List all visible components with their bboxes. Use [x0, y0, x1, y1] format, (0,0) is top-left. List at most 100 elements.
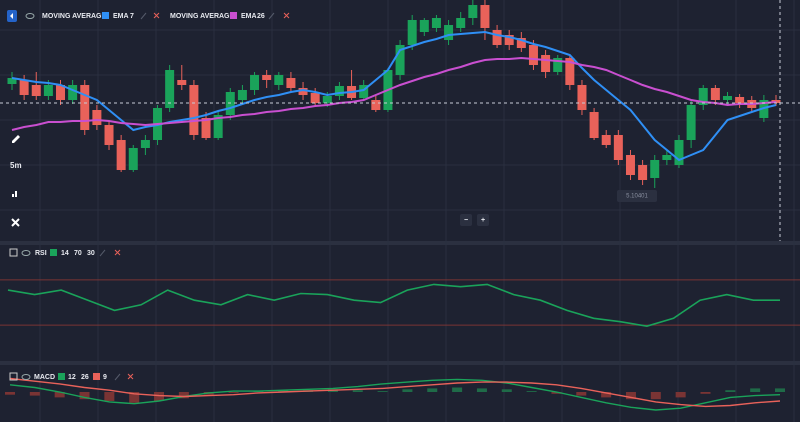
remove-icon[interactable]: [283, 12, 290, 19]
edit-icon[interactable]: [114, 373, 121, 381]
candle-body: [177, 80, 187, 85]
candle-body: [662, 155, 672, 160]
zoom-out-label: −: [464, 217, 468, 224]
macd-histogram-bar: [725, 390, 736, 392]
edit-icon[interactable]: [140, 12, 147, 20]
ema-line: [11, 56, 777, 131]
indicator-period: 7: [130, 13, 134, 20]
candle-body: [456, 18, 466, 28]
eye-icon[interactable]: [25, 13, 35, 19]
tools-button[interactable]: [11, 218, 20, 227]
candle-body: [492, 30, 502, 45]
collapse-button[interactable]: [9, 248, 18, 257]
candle-body: [710, 88, 720, 100]
zoom-out[interactable]: [460, 214, 472, 226]
candle-body: [286, 78, 296, 88]
candle-body: [80, 85, 90, 130]
indicator-period: 26: [257, 13, 265, 20]
remove-icon[interactable]: [127, 373, 134, 380]
candle-body: [322, 96, 332, 103]
zoom-in[interactable]: [477, 214, 489, 226]
candle-body: [541, 55, 551, 72]
rsi-param: 70: [74, 250, 82, 257]
candle-body: [577, 85, 587, 110]
remove-icon[interactable]: [114, 249, 121, 256]
macd-histogram-bar: [377, 391, 388, 392]
candle-body: [698, 88, 708, 105]
macd-histogram-bar: [402, 389, 413, 392]
candle-body: [7, 78, 17, 84]
macd-histogram-bar: [129, 392, 140, 403]
candle-body: [140, 140, 150, 148]
candle-body: [468, 5, 478, 18]
macd-histogram-bar: [476, 388, 487, 392]
macd-histogram-bar: [154, 392, 165, 401]
candle-body: [298, 88, 308, 95]
macd-histogram-bar: [29, 392, 40, 396]
candle-body: [516, 38, 526, 48]
macd-line: [9, 377, 781, 408]
candle-body: [771, 100, 781, 103]
macd-histogram-bar: [278, 390, 289, 392]
candle-body: [128, 148, 138, 170]
color-swatch[interactable]: [58, 373, 65, 380]
eye-icon[interactable]: [21, 250, 31, 256]
candle-body: [31, 85, 41, 96]
candle-body: [56, 85, 66, 100]
candle-body: [68, 85, 78, 100]
macd-param: 26: [81, 374, 89, 381]
candle-body: [213, 115, 223, 138]
color-swatch[interactable]: [50, 249, 57, 256]
collapse-button[interactable]: [9, 372, 18, 381]
candle-body: [359, 85, 369, 98]
macd-histogram-bar: [576, 392, 587, 396]
draw-tool[interactable]: [12, 135, 20, 143]
macd-param: 12: [68, 374, 76, 381]
candle-body: [444, 25, 454, 40]
candle-body: [504, 35, 514, 45]
ema-line: [11, 30, 777, 162]
indicator-name: EMA: [113, 13, 129, 20]
separator: [0, 361, 800, 365]
candle-body: [104, 125, 114, 145]
candle-body: [250, 75, 260, 90]
candle-body: [19, 80, 29, 95]
candle-body: [480, 5, 490, 28]
candle-body: [674, 140, 684, 165]
edit-icon[interactable]: [268, 12, 275, 20]
candle-body: [310, 93, 320, 103]
candle-body: [116, 140, 126, 170]
macd-histogram-bar: [750, 388, 761, 392]
interval-button[interactable]: 5m: [10, 161, 22, 170]
chart-type-button[interactable]: [12, 191, 17, 197]
rsi-name: RSI: [35, 250, 47, 257]
macd-histogram-bar: [675, 392, 686, 398]
price-label-box: [617, 190, 657, 202]
macd-histogram-bar: [650, 392, 661, 400]
candle-body: [431, 18, 441, 28]
eye-icon[interactable]: [21, 374, 31, 380]
macd-histogram-bar: [178, 392, 189, 399]
rsi-param: 14: [61, 250, 69, 257]
candle-body: [92, 110, 102, 125]
color-swatch[interactable]: [230, 12, 237, 19]
candle-body: [371, 100, 381, 110]
remove-icon[interactable]: [153, 12, 160, 19]
macd-histogram-bar: [775, 388, 785, 392]
macd-histogram-bar: [526, 391, 537, 392]
color-swatch[interactable]: [102, 12, 109, 19]
macd-histogram-bar: [352, 390, 363, 392]
color-swatch[interactable]: [93, 373, 100, 380]
candle-body: [189, 85, 199, 135]
candle-body: [601, 135, 611, 145]
macd-histogram-bar: [452, 387, 463, 392]
macd-line: [9, 378, 781, 411]
macd-name: MACD: [34, 374, 55, 381]
candle-body: [565, 58, 575, 85]
edit-icon[interactable]: [99, 249, 106, 257]
candle-body: [722, 96, 732, 100]
macd-histogram-bar: [54, 392, 65, 398]
